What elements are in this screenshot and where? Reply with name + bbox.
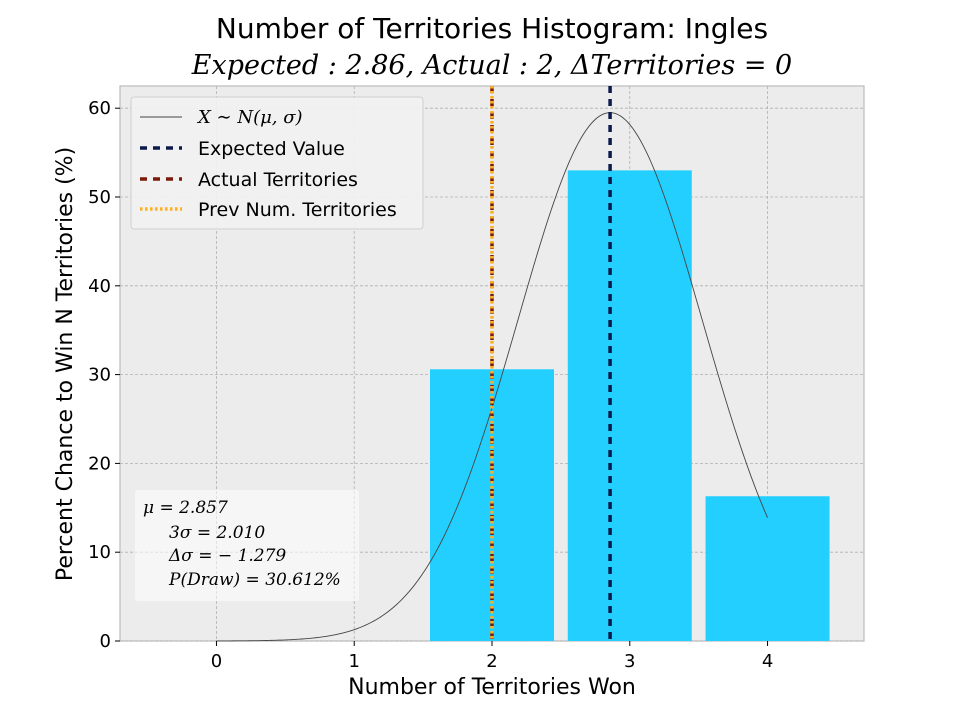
legend-label-expected-value: Expected Value — [198, 138, 345, 160]
bar-3 — [567, 170, 692, 642]
x-ticks: 0 1 2 3 4 — [211, 641, 773, 672]
stats-p-draw: P(Draw) = 30.612% — [168, 570, 341, 590]
legend-label-prev-territories: Prev Num. Territories — [198, 199, 397, 221]
y-ticks: 0 10 20 30 40 50 60 — [88, 98, 120, 652]
legend-box — [130, 96, 424, 230]
chart-subtitle: Expected : 2.86, Actual : 2, ΔTerritorie… — [191, 50, 792, 81]
stats-mu: μ = 2.857 — [143, 498, 228, 518]
y-tick-label: 40 — [88, 276, 111, 297]
legend-label-normal-curve: X ∼ N(μ, σ) — [196, 107, 303, 128]
stats-box-background — [135, 490, 359, 601]
y-axis-label: Percent Chance to Win N Territories (%) — [53, 147, 78, 581]
x-tick-label: 4 — [762, 651, 773, 672]
y-tick-label: 0 — [100, 631, 111, 652]
x-tick-label: 0 — [211, 651, 222, 672]
y-tick-label: 50 — [88, 187, 111, 208]
x-tick-label: 3 — [624, 651, 635, 672]
chart-title: Number of Territories Histogram: Ingles — [216, 12, 768, 45]
y-tick-label: 10 — [88, 542, 111, 563]
stats-three-sigma: 3σ = 2.010 — [169, 523, 265, 543]
y-tick-label: 60 — [88, 98, 111, 119]
legend-label-actual-territories: Actual Territories — [198, 169, 358, 191]
y-tick-label: 20 — [88, 453, 111, 474]
legend: X ∼ N(μ, σ) Expected Value Actual Territ… — [130, 96, 424, 230]
stats-delta-sigma: Δσ = − 1.279 — [168, 546, 286, 566]
x-tick-label: 2 — [486, 651, 497, 672]
stats-box: μ = 2.857 3σ = 2.010 Δσ = − 1.279 P(Draw… — [135, 490, 359, 601]
bar-4 — [705, 496, 830, 641]
bars — [430, 170, 830, 642]
x-axis-label: Number of Territories Won — [348, 675, 636, 700]
x-tick-label: 1 — [348, 651, 359, 672]
reference-lines — [490, 86, 612, 641]
y-tick-label: 30 — [88, 365, 111, 386]
